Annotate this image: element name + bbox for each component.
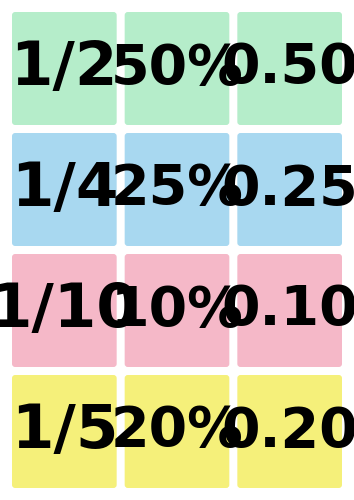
Text: 1/5: 1/5 [11, 402, 118, 461]
FancyBboxPatch shape [12, 254, 117, 367]
Text: 0.25: 0.25 [221, 162, 354, 216]
Text: 10%: 10% [110, 284, 244, 338]
FancyBboxPatch shape [12, 133, 117, 246]
FancyBboxPatch shape [237, 133, 342, 246]
Text: 25%: 25% [110, 162, 244, 216]
Text: 1/2: 1/2 [11, 39, 118, 98]
FancyBboxPatch shape [12, 12, 117, 125]
FancyBboxPatch shape [125, 133, 229, 246]
FancyBboxPatch shape [125, 12, 229, 125]
Text: 1/10: 1/10 [0, 281, 139, 340]
FancyBboxPatch shape [125, 375, 229, 488]
FancyBboxPatch shape [237, 12, 342, 125]
FancyBboxPatch shape [12, 375, 117, 488]
Text: 0.10: 0.10 [221, 284, 354, 338]
FancyBboxPatch shape [237, 375, 342, 488]
Text: 20%: 20% [110, 404, 244, 458]
FancyBboxPatch shape [125, 254, 229, 367]
Text: 0.20: 0.20 [221, 404, 354, 458]
Text: 0.50: 0.50 [221, 42, 354, 96]
FancyBboxPatch shape [237, 254, 342, 367]
Text: 1/4: 1/4 [11, 160, 118, 219]
Text: 50%: 50% [110, 42, 244, 96]
